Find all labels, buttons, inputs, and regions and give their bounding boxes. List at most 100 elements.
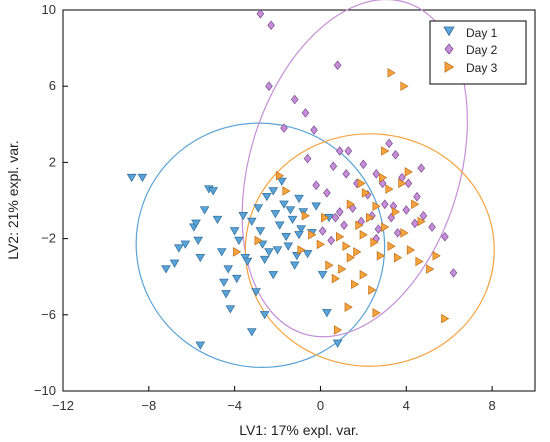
point-day-1 <box>219 278 229 287</box>
x-tick-label: 4 <box>403 398 410 413</box>
point-day-2 <box>256 9 265 19</box>
point-day-1 <box>281 232 291 242</box>
point-day-3 <box>368 285 377 295</box>
point-day-1 <box>332 339 343 348</box>
point-day-3 <box>417 216 426 227</box>
point-day-1 <box>294 194 304 204</box>
point-day-3 <box>385 184 394 194</box>
point-day-2 <box>404 178 413 189</box>
point-day-1 <box>277 177 287 186</box>
point-day-1 <box>234 236 244 245</box>
point-day-1 <box>279 200 289 209</box>
point-day-2 <box>301 108 310 118</box>
point-day-3 <box>391 207 401 217</box>
y-tick-label: −2 <box>41 231 56 246</box>
point-day-1 <box>268 271 279 280</box>
point-day-1 <box>317 271 328 280</box>
point-day-1 <box>161 265 171 274</box>
point-day-3 <box>342 241 351 252</box>
point-day-2 <box>449 268 458 278</box>
x-tick-label: −8 <box>141 398 156 413</box>
point-day-2 <box>411 218 419 229</box>
point-day-3 <box>331 273 340 284</box>
point-day-1 <box>242 257 253 266</box>
point-day-3 <box>400 228 409 238</box>
point-day-3 <box>361 188 370 198</box>
ellipse-day-3 <box>244 133 495 367</box>
point-day-2 <box>312 180 320 191</box>
y-tick-label: −6 <box>41 307 56 322</box>
point-day-2 <box>333 60 342 71</box>
point-day-1 <box>208 187 218 196</box>
point-day-3 <box>275 170 285 181</box>
point-day-2 <box>381 199 389 210</box>
point-day-1 <box>246 217 257 226</box>
point-day-1 <box>259 311 270 320</box>
point-day-3 <box>411 199 420 210</box>
point-day-1 <box>311 202 321 211</box>
point-day-2 <box>331 212 340 223</box>
point-day-3 <box>321 212 330 223</box>
point-day-1 <box>285 206 296 215</box>
point-day-2 <box>374 224 383 234</box>
point-day-1 <box>283 242 294 251</box>
point-day-3 <box>282 186 291 196</box>
point-day-1 <box>225 305 236 314</box>
point-day-3 <box>359 269 368 280</box>
ellipse-day-1 <box>135 122 386 369</box>
point-day-2 <box>290 94 299 105</box>
point-day-3 <box>393 252 403 263</box>
x-tick-label: −4 <box>227 398 242 413</box>
point-day-2 <box>391 150 400 160</box>
point-day-1 <box>216 248 227 257</box>
y-axis-ticks: −10 −6 −2 2 6 10 <box>34 2 68 398</box>
point-day-1 <box>223 265 234 274</box>
point-day-3 <box>441 313 450 324</box>
point-day-3 <box>387 241 396 252</box>
point-day-3 <box>346 252 355 263</box>
data-points <box>126 9 458 350</box>
point-day-3 <box>344 302 353 312</box>
point-day-1 <box>302 250 313 259</box>
point-day-1 <box>262 192 272 202</box>
legend-label-day3: Day 3 <box>466 61 498 75</box>
point-day-1 <box>191 219 201 228</box>
point-day-1 <box>292 252 302 261</box>
point-day-2 <box>402 205 411 215</box>
point-day-3 <box>415 256 424 267</box>
confidence-ellipses <box>135 0 495 369</box>
point-day-3 <box>376 250 385 261</box>
y-tick-label: −10 <box>34 383 56 398</box>
legend-label-day1: Day 1 <box>466 26 498 40</box>
point-day-3 <box>355 220 364 231</box>
point-day-3 <box>426 264 435 274</box>
point-day-2 <box>303 153 312 164</box>
point-day-1 <box>231 274 242 284</box>
legend-markers <box>443 26 455 73</box>
point-day-3 <box>370 237 379 248</box>
point-day-1 <box>169 259 180 268</box>
legend-marker-day-1 <box>443 26 455 37</box>
legend-box <box>429 20 527 85</box>
x-tick-label: −12 <box>52 398 74 413</box>
point-day-2 <box>344 146 353 156</box>
point-day-2 <box>342 169 351 179</box>
point-day-2 <box>359 159 368 170</box>
point-day-1 <box>272 246 283 255</box>
point-day-3 <box>297 245 306 255</box>
point-day-3 <box>346 199 355 210</box>
point-day-3 <box>372 308 381 318</box>
point-day-1 <box>289 261 300 270</box>
point-day-1 <box>195 341 206 350</box>
point-day-2 <box>393 228 402 238</box>
point-day-2 <box>387 212 396 223</box>
point-day-1 <box>253 204 264 213</box>
point-day-1 <box>270 210 281 219</box>
point-day-1 <box>257 240 268 249</box>
point-day-3 <box>316 239 325 250</box>
point-day-1 <box>274 221 285 230</box>
point-day-3 <box>233 247 242 257</box>
point-day-2 <box>318 226 327 236</box>
point-day-1 <box>268 187 279 196</box>
